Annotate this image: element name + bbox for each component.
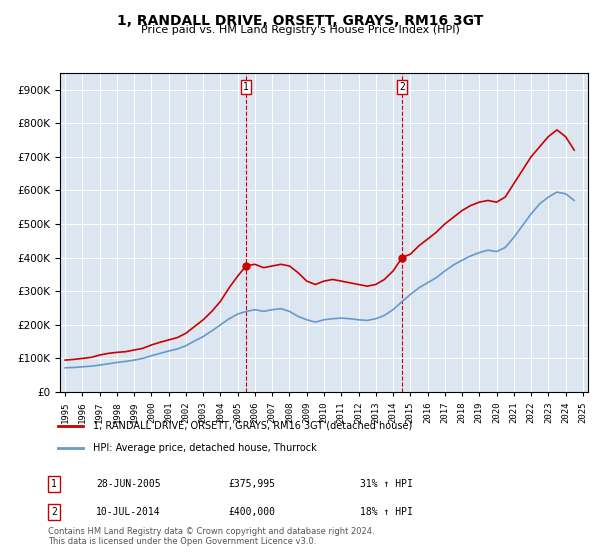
Text: 1, RANDALL DRIVE, ORSETT, GRAYS, RM16 3GT (detached house): 1, RANDALL DRIVE, ORSETT, GRAYS, RM16 3G… <box>94 421 413 431</box>
Text: 10-JUL-2014: 10-JUL-2014 <box>96 507 161 517</box>
Text: 2: 2 <box>51 507 57 517</box>
Text: 1: 1 <box>243 82 249 92</box>
Text: 31% ↑ HPI: 31% ↑ HPI <box>360 479 413 489</box>
Text: Price paid vs. HM Land Registry's House Price Index (HPI): Price paid vs. HM Land Registry's House … <box>140 25 460 35</box>
Text: Contains HM Land Registry data © Crown copyright and database right 2024.
This d: Contains HM Land Registry data © Crown c… <box>48 526 374 546</box>
Text: 1, RANDALL DRIVE, ORSETT, GRAYS, RM16 3GT: 1, RANDALL DRIVE, ORSETT, GRAYS, RM16 3G… <box>117 14 483 28</box>
Text: 28-JUN-2005: 28-JUN-2005 <box>96 479 161 489</box>
Text: £400,000: £400,000 <box>228 507 275 517</box>
Text: 18% ↑ HPI: 18% ↑ HPI <box>360 507 413 517</box>
Text: 2: 2 <box>399 82 405 92</box>
Text: HPI: Average price, detached house, Thurrock: HPI: Average price, detached house, Thur… <box>94 443 317 453</box>
Text: £375,995: £375,995 <box>228 479 275 489</box>
Text: 1: 1 <box>51 479 57 489</box>
